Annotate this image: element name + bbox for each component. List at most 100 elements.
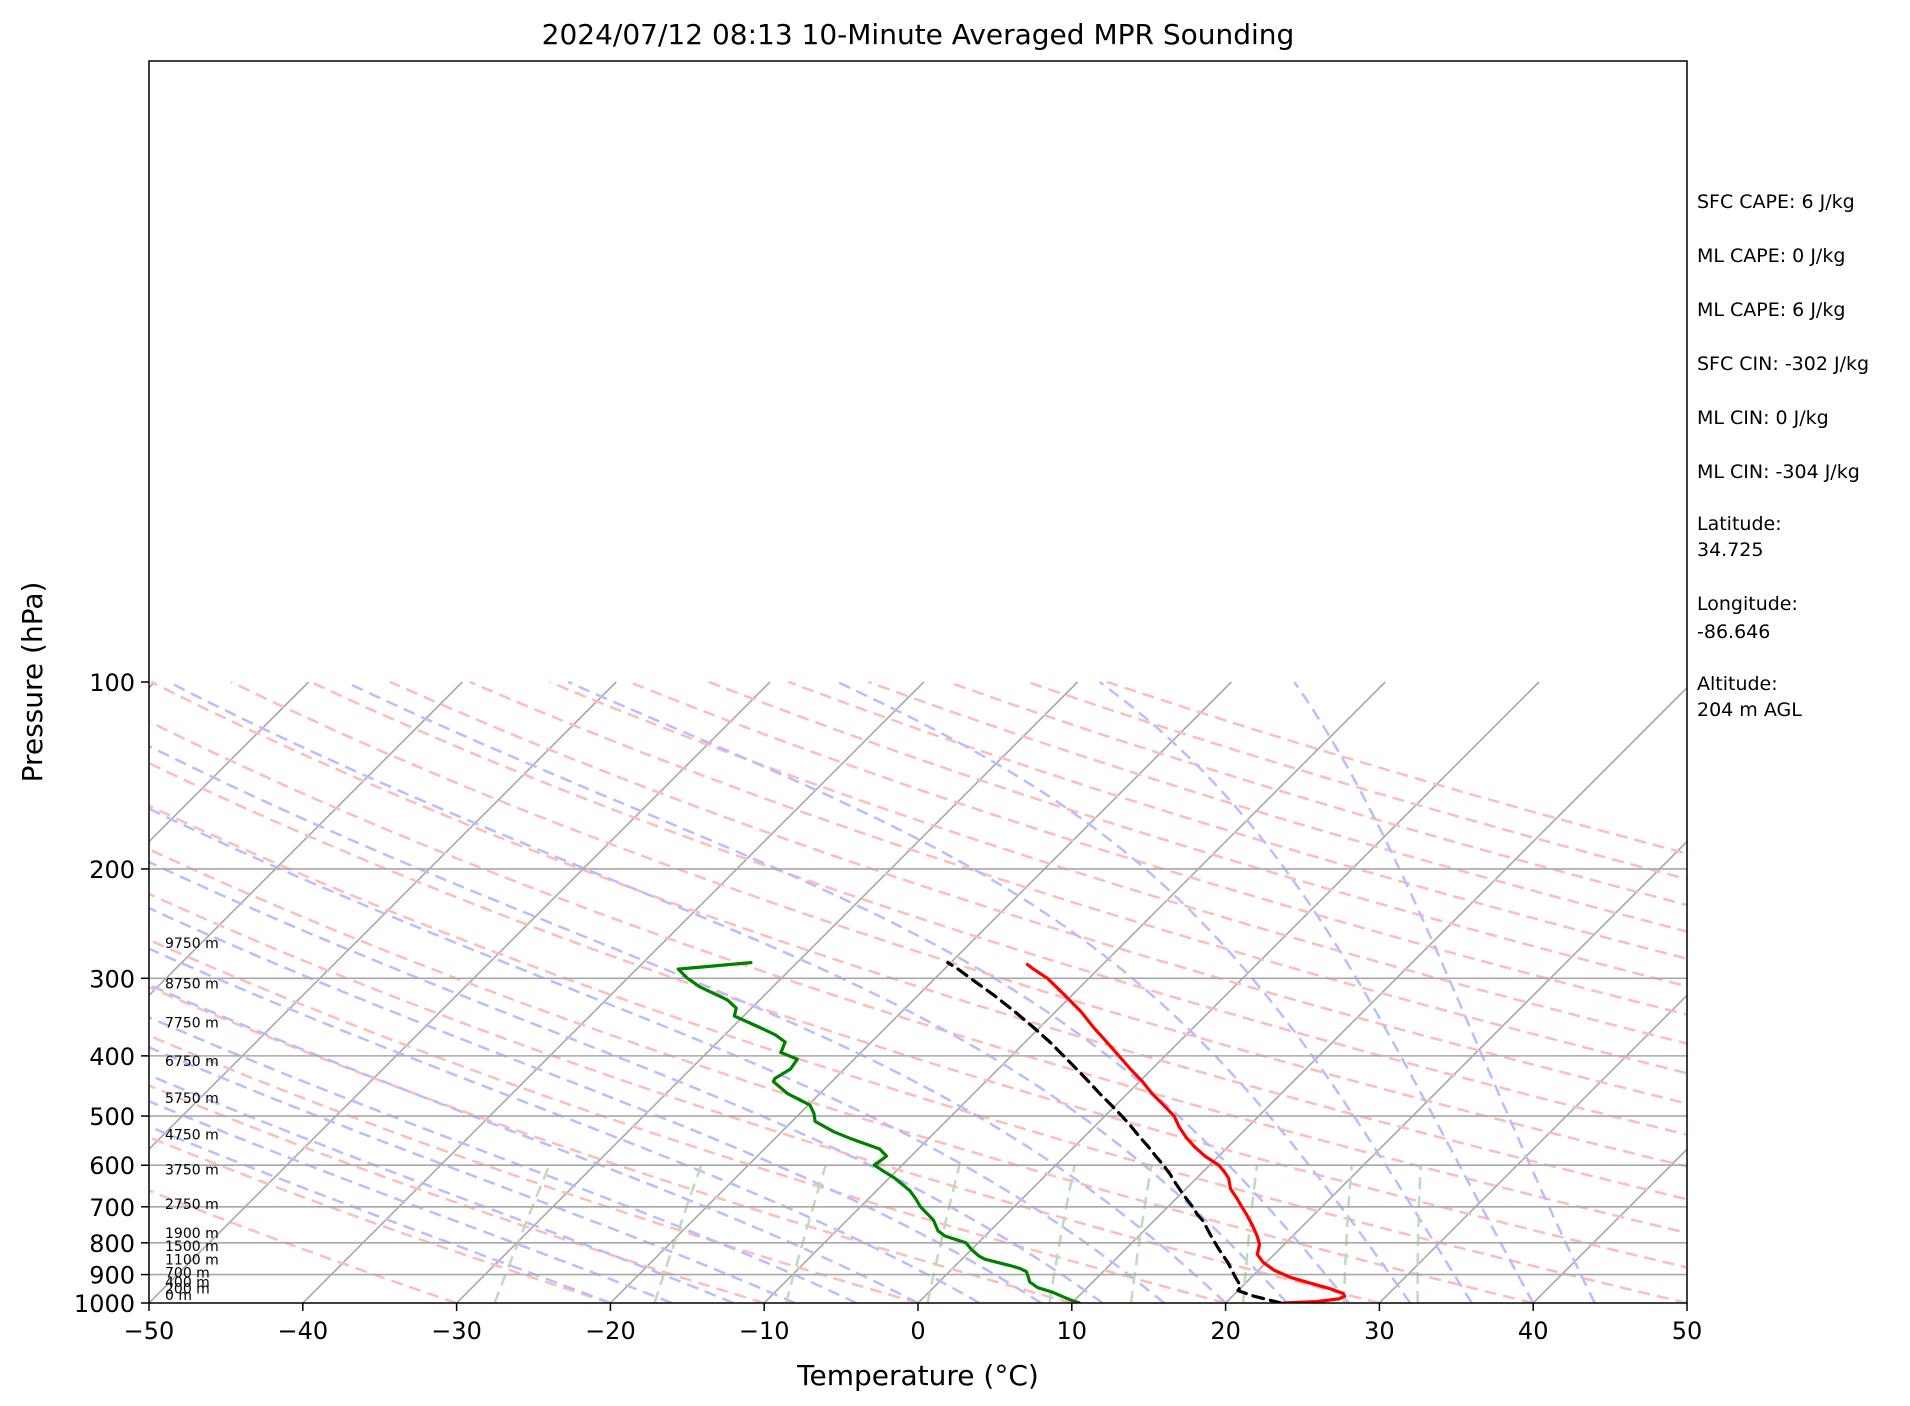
moist-adiabat-line — [567, 680, 1412, 1303]
moist-adiabat-line — [1293, 681, 1596, 1303]
y-tick-label: 400 — [89, 1043, 135, 1071]
dry-adiabat-line — [149, 847, 1534, 1303]
height-label: 4750 m — [165, 1127, 219, 1143]
isotherm-line — [1224, 840, 1687, 1303]
annotation-line: SFC CAPE: 6 J/kg — [1697, 191, 1855, 213]
height-labels: 9750 m 8750 m 7750 m 6750 m 5750 m 4750 m 3750… — [165, 936, 219, 1304]
mixing-ratio-line — [784, 1164, 827, 1303]
dry-adiabat-line — [149, 938, 1226, 1303]
moist-adiabat-line — [149, 744, 1227, 1303]
x-axis-label: Temperature (°C) — [796, 1359, 1039, 1392]
x-tick-label: 50 — [1672, 1317, 1703, 1345]
dry-adiabat-line — [310, 680, 1687, 1136]
x-tick-label: −20 — [585, 1317, 636, 1345]
annotation-line: -86.646 — [1697, 621, 1770, 643]
x-tick-label: 20 — [1210, 1317, 1241, 1345]
isotherm-line — [1378, 994, 1687, 1303]
dry-adiabat-line — [867, 680, 1687, 933]
annotation-line: 34.725 — [1697, 539, 1763, 561]
height-label: 8750 m — [165, 976, 219, 992]
x-tick-label: 30 — [1364, 1317, 1395, 1345]
dry-adiabat-line — [788, 680, 1687, 960]
annotation-line: Altitude: — [1697, 673, 1778, 695]
y-tick-label: 900 — [89, 1262, 135, 1290]
moist-adiabat-line — [149, 947, 981, 1303]
parcel-trace — [946, 961, 1283, 1303]
annotation-line: 204 m AGL — [1697, 699, 1802, 721]
mixing-ratio-line — [1416, 1165, 1423, 1303]
annotation-line: ML CAPE: 6 J/kg — [1697, 299, 1845, 321]
isotherm-line — [149, 681, 771, 1303]
dry-adiabat-line — [149, 985, 1073, 1303]
moist-adiabat-line — [149, 1073, 734, 1303]
height-label: 5750 m — [165, 1091, 219, 1107]
height-label: 200 m — [165, 1282, 210, 1298]
dry-adiabat-line — [708, 680, 1687, 988]
y-tick-label: 200 — [89, 856, 135, 884]
moist-adiabat-line — [149, 1099, 673, 1303]
moist-adiabat-line — [149, 807, 1165, 1303]
x-axis-ticks: −50 −40 −30 −20 −10 0 10 20 30 40 50 — [124, 1303, 1703, 1345]
pressure-gridlines — [149, 868, 1687, 1276]
x-tick-label: 40 — [1518, 1317, 1549, 1345]
height-label: 7750 m — [165, 1016, 219, 1032]
x-tick-label: −30 — [431, 1317, 482, 1345]
height-label: 400 m — [165, 1275, 210, 1291]
x-tick-label: 0 — [910, 1317, 925, 1345]
annotation-line: ML CIN: -304 J/kg — [1697, 461, 1860, 483]
moist-adiabat-line — [149, 860, 1104, 1303]
moist-adiabat-line — [149, 1016, 858, 1303]
sounding-annotations: SFC CAPE: 6 J/kg ML CAPE: 0 J/kg ML CAPE: … — [1697, 191, 1869, 721]
annotation-line: Latitude: — [1697, 513, 1782, 535]
x-tick-label: −50 — [124, 1317, 175, 1345]
isotherm-line — [149, 681, 617, 1151]
x-tick-label: −10 — [739, 1317, 790, 1345]
dry-adiabat-line — [149, 1135, 611, 1303]
annotation-line: ML CAPE: 0 J/kg — [1697, 245, 1845, 267]
dry-adiabat-line — [149, 1034, 919, 1303]
isotherm-line — [1685, 1301, 1687, 1303]
y-tick-label: 100 — [89, 669, 135, 697]
height-label: 700 m — [165, 1265, 210, 1281]
moist-adiabat-line — [149, 906, 1042, 1303]
mixing-ratio-line — [1342, 1165, 1353, 1303]
moist-adiabat-line — [836, 680, 1473, 1303]
dry-adiabat-line — [149, 720, 1687, 1235]
y-tick-label: 600 — [89, 1152, 135, 1180]
isotherm-line — [301, 681, 925, 1303]
isotherm-line — [609, 681, 1232, 1303]
y-tick-label: 500 — [89, 1103, 135, 1131]
moist-adiabat-line — [344, 680, 1350, 1303]
y-tick-label: 300 — [89, 965, 135, 993]
annotation-line: ML CIN: 0 J/kg — [1697, 407, 1829, 429]
isotherm-line — [455, 681, 1079, 1303]
height-label: 2750 m — [165, 1197, 219, 1213]
y-tick-label: 700 — [89, 1194, 135, 1222]
dry-adiabat-line — [389, 680, 1687, 1105]
isotherm-line — [1070, 686, 1687, 1303]
dry-adiabat-line — [150, 680, 1687, 1201]
annotation-line: Longitude: — [1697, 593, 1798, 615]
moist-adiabat-line — [149, 983, 919, 1303]
annotation-line: SFC CIN: -302 J/kg — [1697, 353, 1869, 375]
dry-adiabat-line — [149, 1189, 457, 1303]
dry-adiabat-line — [149, 761, 1687, 1269]
chart-title: 2024/07/12 08:13 10-Minute Averaged MPR … — [542, 18, 1295, 51]
height-label: 3750 m — [165, 1163, 219, 1179]
moist-adiabat-line — [149, 1045, 796, 1303]
height-label: 1900 m — [165, 1226, 219, 1242]
mixing-ratio-line — [1048, 1164, 1076, 1303]
height-label: 6750 m — [165, 1054, 219, 1070]
dry-adiabat-line — [947, 680, 1687, 907]
dewpoint-trace — [676, 961, 1082, 1303]
dry-adiabat-line — [149, 892, 1380, 1303]
temperature-trace — [1025, 962, 1347, 1303]
background-lines — [149, 680, 1687, 1303]
x-tick-label: 10 — [1057, 1317, 1088, 1345]
isotherm-line — [916, 681, 1540, 1303]
y-tick-label: 800 — [89, 1230, 135, 1258]
dry-adiabat-line — [149, 1084, 765, 1303]
isotherm-line — [149, 681, 463, 997]
